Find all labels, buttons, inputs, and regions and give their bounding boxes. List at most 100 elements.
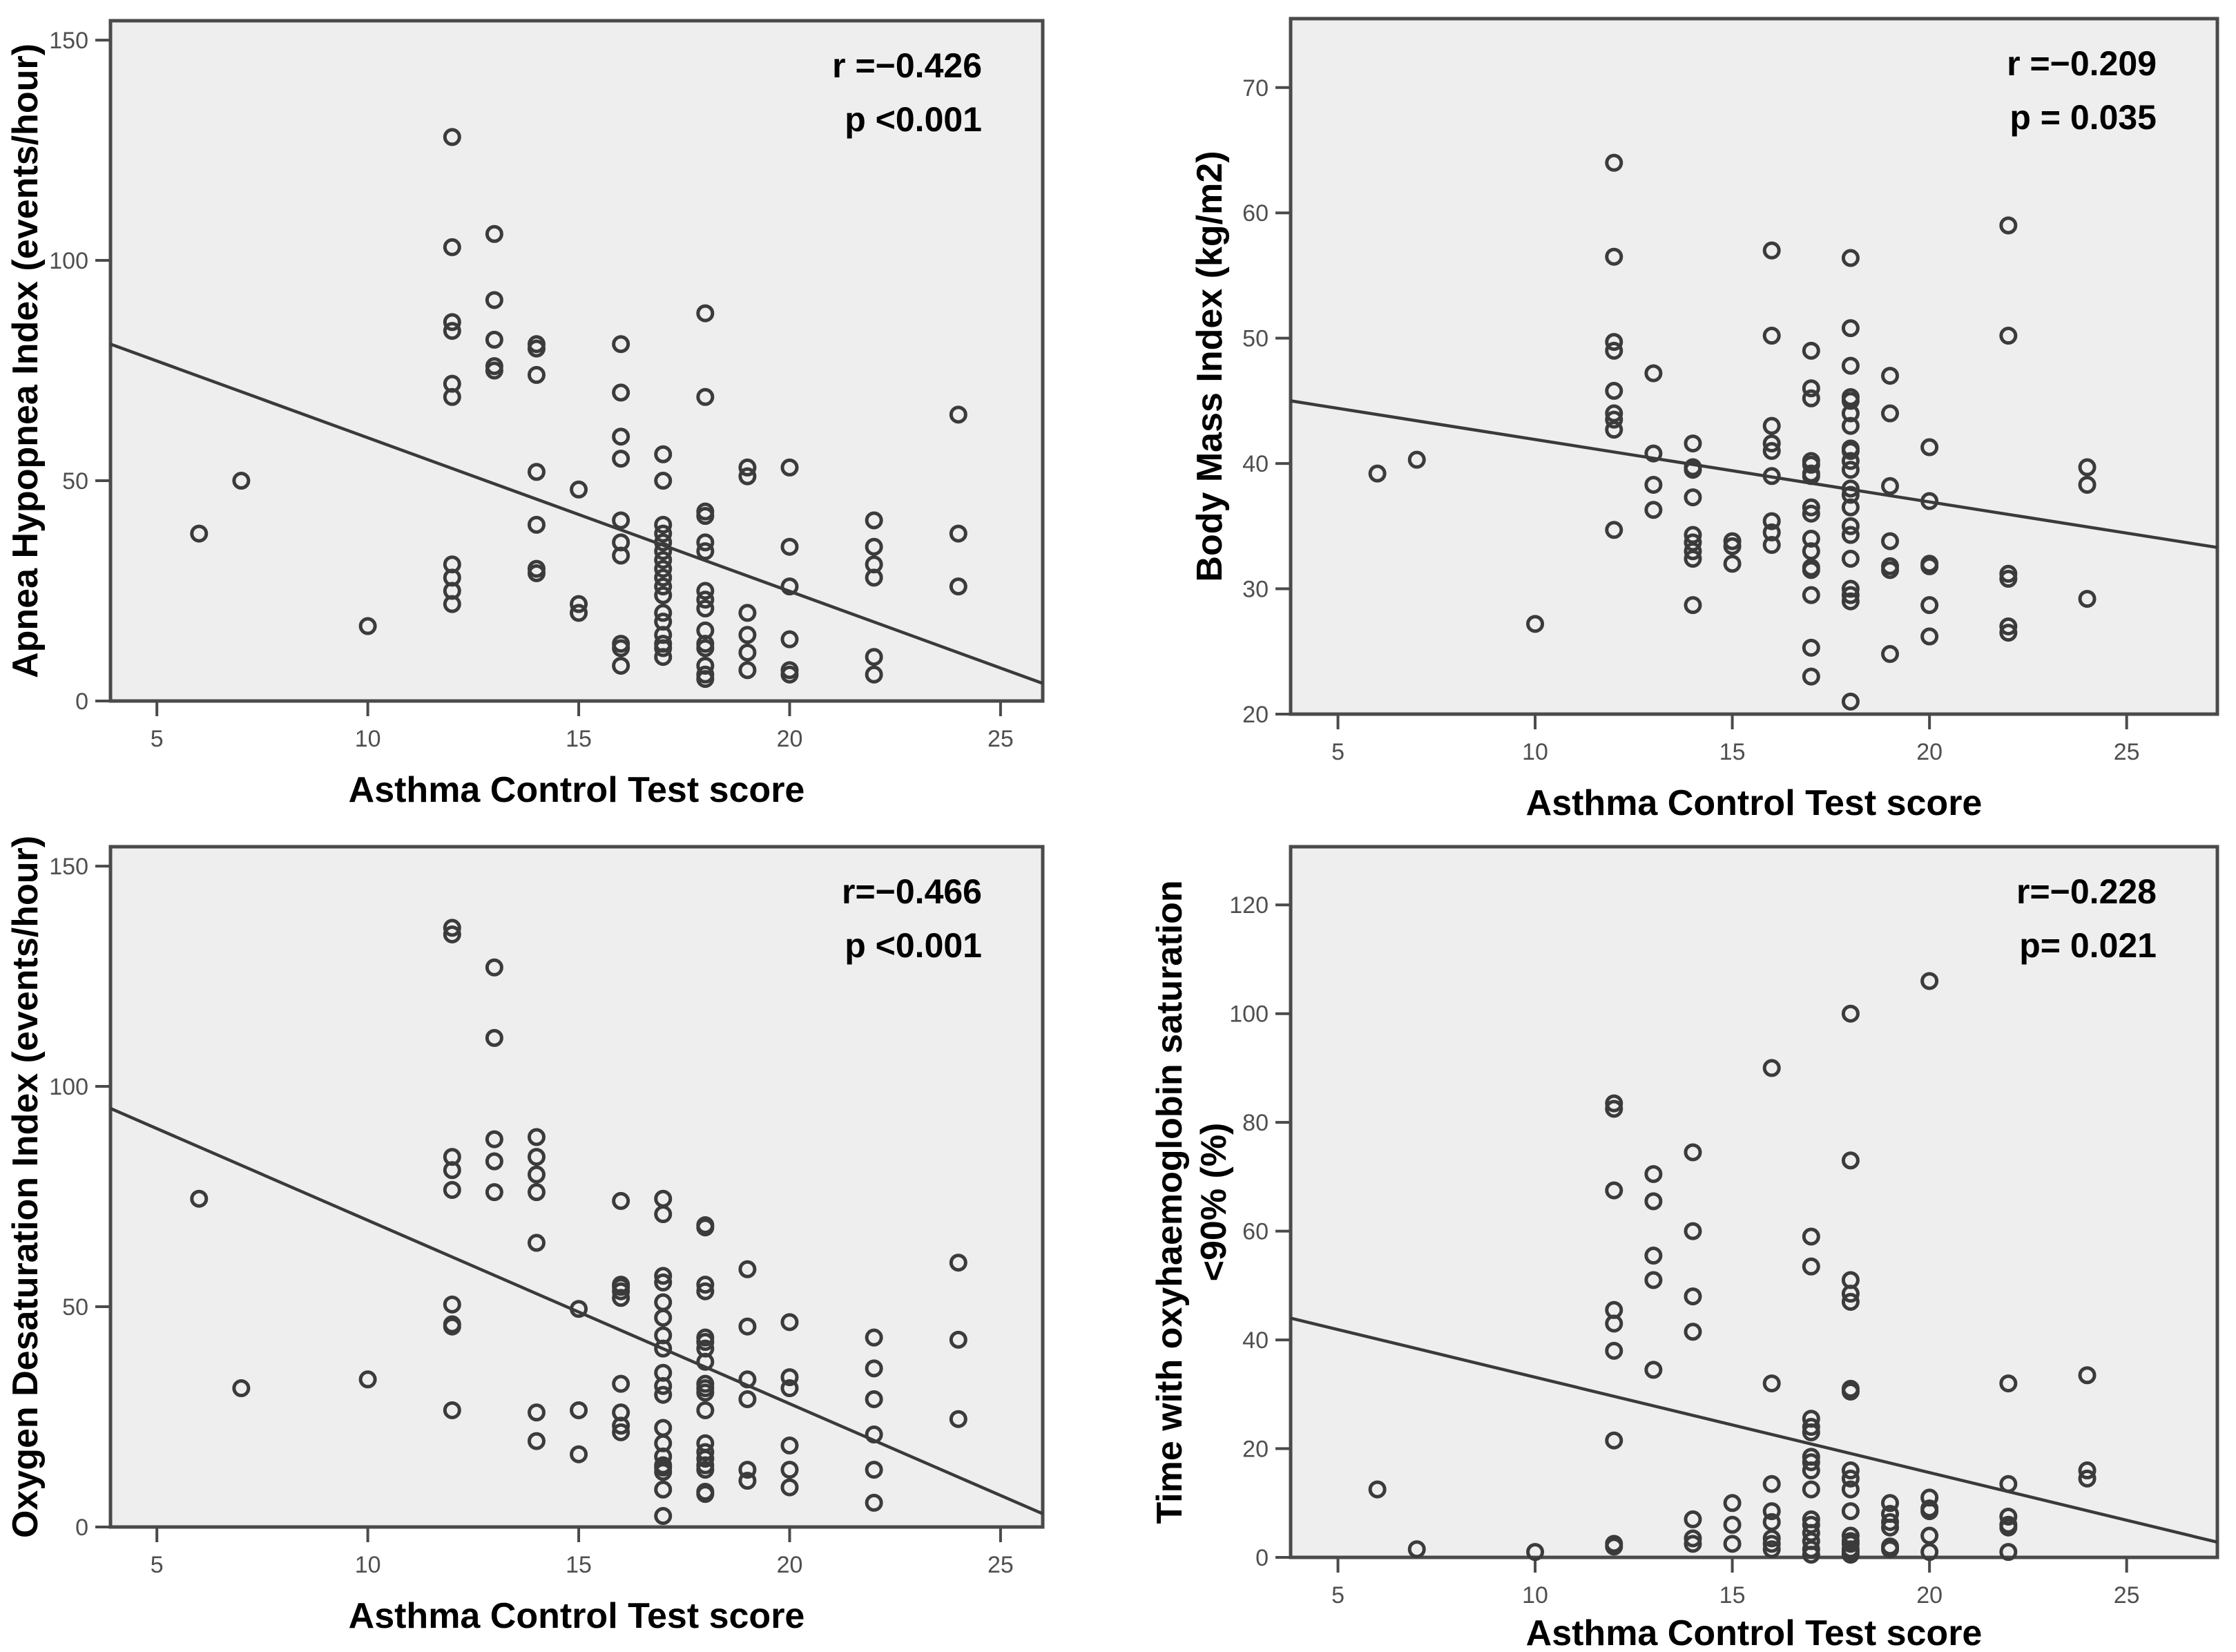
y-axis-tick-label: 100	[49, 1074, 88, 1100]
data-point	[865, 1328, 883, 1347]
x-axis-tick-label: 25	[2114, 739, 2140, 765]
x-axis-tick-label: 20	[1916, 1582, 1943, 1608]
data-point	[780, 577, 799, 596]
data-point	[780, 1461, 799, 1479]
data-point	[612, 546, 630, 565]
data-point	[1762, 434, 1781, 453]
x-axis-tick-label: 25	[987, 1552, 1014, 1578]
data-point	[1605, 1094, 1623, 1113]
data-point	[1605, 341, 1623, 360]
data-point	[1762, 1512, 1781, 1531]
data-point	[358, 1370, 377, 1389]
y-axis-tick-label: 100	[1229, 1001, 1269, 1028]
data-point	[1999, 1518, 2018, 1537]
data-point	[1684, 596, 1702, 615]
data-point	[1762, 1374, 1781, 1393]
data-point	[527, 1183, 546, 1202]
data-point	[485, 1028, 503, 1047]
x-axis-tick-label: 25	[2114, 1582, 2140, 1608]
data-point	[738, 1317, 757, 1336]
data-point	[443, 1295, 461, 1314]
data-point	[1684, 542, 1702, 561]
data-point	[949, 1254, 967, 1272]
data-point	[1605, 381, 1623, 400]
data-point	[2078, 1461, 2097, 1480]
stat-annotation-r: r=−0.466	[842, 872, 982, 911]
data-point	[654, 568, 673, 587]
data-point	[527, 515, 546, 534]
data-point	[612, 383, 630, 402]
data-point	[1684, 1143, 1702, 1162]
data-point	[443, 313, 461, 332]
y-axis-tick-label: 80	[1242, 1110, 1269, 1136]
data-point	[1605, 1341, 1623, 1360]
oxygen-desaturation-index-plot: 0 50 100 150 5 10 15 20 25 r=−0.466 p <0.001 Asthma…	[6, 836, 1045, 1636]
data-point	[1920, 492, 1939, 510]
plot-frame	[1289, 845, 2219, 1559]
y-axis-tick-label: 0	[75, 1515, 88, 1541]
data-point	[1802, 379, 1820, 398]
data-point	[1723, 1494, 1742, 1512]
y-axis-tick-label: 20	[1242, 1437, 1269, 1463]
data-point	[612, 1289, 630, 1307]
data-point	[485, 1183, 503, 1202]
data-point	[443, 595, 461, 613]
plot-area	[110, 847, 1043, 1527]
data-point	[1841, 1535, 1860, 1553]
data-point	[1368, 1480, 1387, 1499]
data-point	[1802, 638, 1820, 657]
data-point	[1644, 1361, 1663, 1379]
data-point	[2078, 1469, 2097, 1488]
x-axis-tick-label: 10	[355, 726, 381, 752]
data-point	[1802, 1546, 1820, 1564]
data-point	[1605, 153, 1623, 172]
data-point	[1605, 404, 1623, 423]
data-point	[738, 1370, 757, 1389]
y-axis-title: Oxygen Desaturation Index (events/hour)	[6, 836, 46, 1538]
data-point	[1762, 241, 1781, 260]
stat-annotation-r: r =−0.426	[832, 46, 982, 85]
data-point	[570, 1445, 588, 1463]
data-point	[780, 458, 799, 477]
data-point	[654, 1339, 673, 1358]
data-point	[1999, 570, 2018, 588]
data-point	[570, 604, 588, 622]
data-point	[865, 568, 883, 587]
data-point	[865, 1493, 883, 1512]
data-point	[485, 1152, 503, 1171]
data-point	[2078, 590, 2097, 608]
data-point	[1802, 1418, 1820, 1437]
data-point	[527, 339, 546, 358]
x-axis-tick-label: 15	[1719, 1582, 1746, 1608]
data-point	[1841, 249, 1860, 267]
data-points	[1368, 153, 2097, 711]
x-axis-tick-label: 15	[1719, 739, 1746, 765]
data-point	[696, 1461, 715, 1479]
regression-line	[110, 343, 1043, 685]
data-point	[696, 533, 715, 552]
data-point	[1841, 1546, 1860, 1564]
data-point	[1999, 617, 2018, 635]
data-point	[738, 604, 757, 622]
data-point	[1841, 479, 1860, 498]
data-point	[654, 445, 673, 463]
data-point	[654, 472, 673, 490]
plot-area	[1291, 19, 2217, 714]
data-point	[1684, 1323, 1702, 1341]
stat-annotation-p: p = 0.035	[2009, 98, 2157, 137]
data-point	[1684, 461, 1702, 479]
data-point	[780, 1313, 799, 1332]
y-axis-tick-label: 40	[1242, 1327, 1269, 1354]
data-point	[612, 1416, 630, 1435]
data-point	[654, 639, 673, 657]
data-point	[1605, 1431, 1623, 1450]
data-point	[1881, 1518, 1900, 1537]
data-point	[443, 925, 461, 943]
data-point	[443, 1317, 461, 1336]
data-point	[1684, 1510, 1702, 1528]
data-points	[190, 919, 967, 1526]
data-point	[570, 595, 588, 613]
data-point	[696, 542, 715, 561]
scatter-panel-body-mass-index: 20 30 40 50 60 70 5 10 15 20 25 r =−0.209 p = 0.035 A…	[1118, 0, 2236, 826]
stat-annotation-r: r =−0.209	[2007, 44, 2157, 83]
